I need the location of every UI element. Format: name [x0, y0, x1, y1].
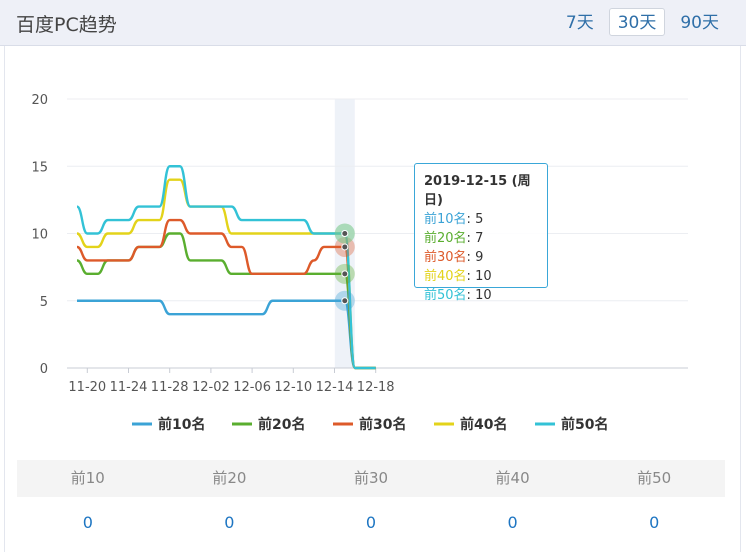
data-point-30	[341, 243, 349, 251]
legend-label-30: 前30名	[359, 416, 406, 433]
stats-header-top40: 前40	[495, 469, 530, 487]
range-tabs: 7天 30天 90天	[557, 8, 728, 36]
chart-title: 百度PC趋势	[16, 14, 117, 36]
tab-30-days[interactable]: 30天	[608, 8, 666, 36]
tooltip-row-top20: 前20名: 7	[424, 231, 484, 246]
stats-header-row: 前10 前20 前30 前40 前50	[17, 460, 725, 497]
y-tick-label: 0	[40, 362, 48, 377]
stats-value-top10[interactable]: 0	[82, 513, 93, 532]
y-tick-label: 5	[40, 295, 48, 310]
tab-7-days[interactable]: 7天	[565, 13, 594, 33]
x-tick-label: 11-20	[68, 380, 106, 395]
legend-label-10: 前10名	[158, 416, 205, 433]
stats-value-top30[interactable]: 0	[365, 513, 377, 532]
legend-label-20: 前20名	[258, 416, 305, 433]
stats-header-top50: 前50	[637, 469, 672, 487]
stats-value-row: 0 0 0 0 0	[17, 497, 725, 548]
rank-stats-table: 前10 前20 前30 前40 前50 0 0 0 0 0	[17, 460, 725, 548]
y-tick-label: 15	[31, 160, 48, 175]
x-tick-label: 12-02	[192, 380, 230, 395]
stats-value-top50[interactable]: 0	[649, 513, 660, 532]
x-tick-label: 12-06	[233, 380, 271, 395]
stats-value-top40[interactable]: 0	[507, 513, 518, 532]
tooltip-row-top30: 前30名: 9	[424, 250, 484, 265]
trend-chart: 0 5 10 15 20 11-20 11-24 11-28 12-02 12-06 12-10 12…	[31, 93, 688, 433]
series-line-50	[76, 165, 376, 370]
x-tick-label: 11-28	[151, 380, 189, 395]
series-line-10	[77, 299, 376, 370]
y-tick-label: 20	[31, 93, 48, 108]
tooltip-date: 2019-12-15 (周日)	[424, 174, 531, 208]
x-tick-label: 12-14	[316, 380, 354, 395]
x-tick-label: 11-24	[110, 380, 148, 395]
legend-label-50: 前50名	[561, 416, 608, 433]
x-tick-label: 12-18	[357, 380, 395, 395]
chart-tooltip: 2019-12-15 (周日) 前10名: 5 前20名: 7 前30名: 9 …	[414, 163, 548, 303]
tab-90-days[interactable]: 90天	[680, 13, 719, 33]
tooltip-row-top40: 前40名: 10	[424, 269, 492, 284]
data-point-10	[341, 297, 349, 305]
chart-panel	[4, 46, 741, 552]
legend-label-40: 前40名	[460, 416, 507, 433]
x-tick-label: 12-10	[274, 380, 312, 395]
chart-header: 百度PC趋势 7天 30天 90天	[0, 0, 746, 46]
data-point-20	[341, 270, 349, 278]
stats-value-top20[interactable]: 0	[224, 513, 235, 532]
data-point-50	[341, 230, 349, 237]
y-tick-label: 10	[31, 228, 48, 243]
tooltip-row-top50: 前50名: 10	[424, 288, 492, 303]
stats-header-top20: 前20	[212, 469, 247, 487]
stats-header-top30: 前30	[353, 469, 389, 487]
series-line-30	[76, 218, 376, 370]
tooltip-row-top10: 前10名: 5	[424, 212, 484, 227]
stats-header-top10: 前10	[70, 469, 105, 487]
